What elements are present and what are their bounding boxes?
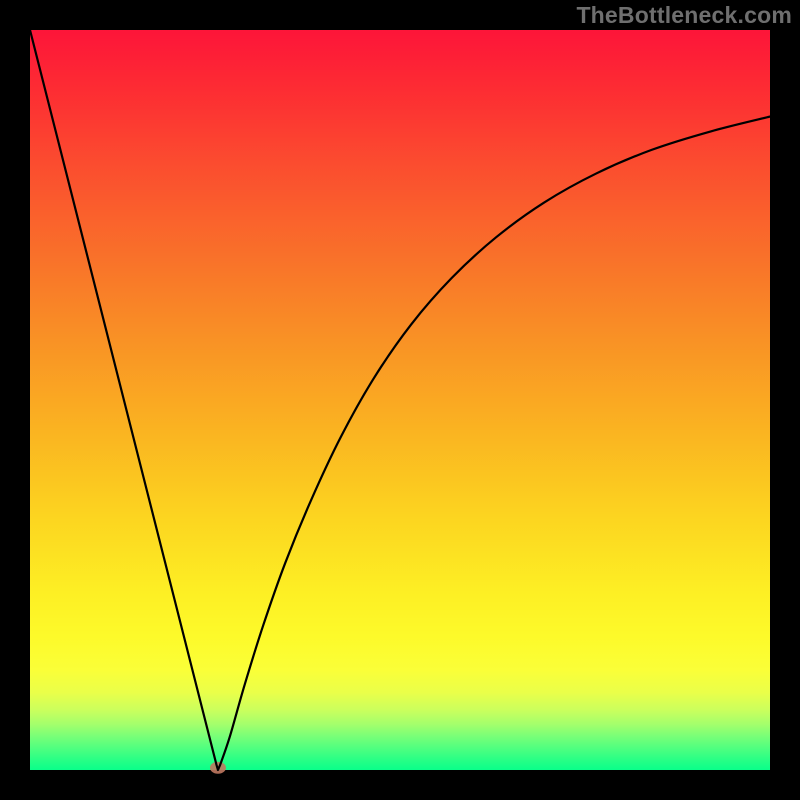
gradient-background [30,30,770,770]
chart-container: TheBottleneck.com [0,0,800,800]
watermark-text: TheBottleneck.com [576,2,792,29]
bottleneck-chart [0,0,800,800]
